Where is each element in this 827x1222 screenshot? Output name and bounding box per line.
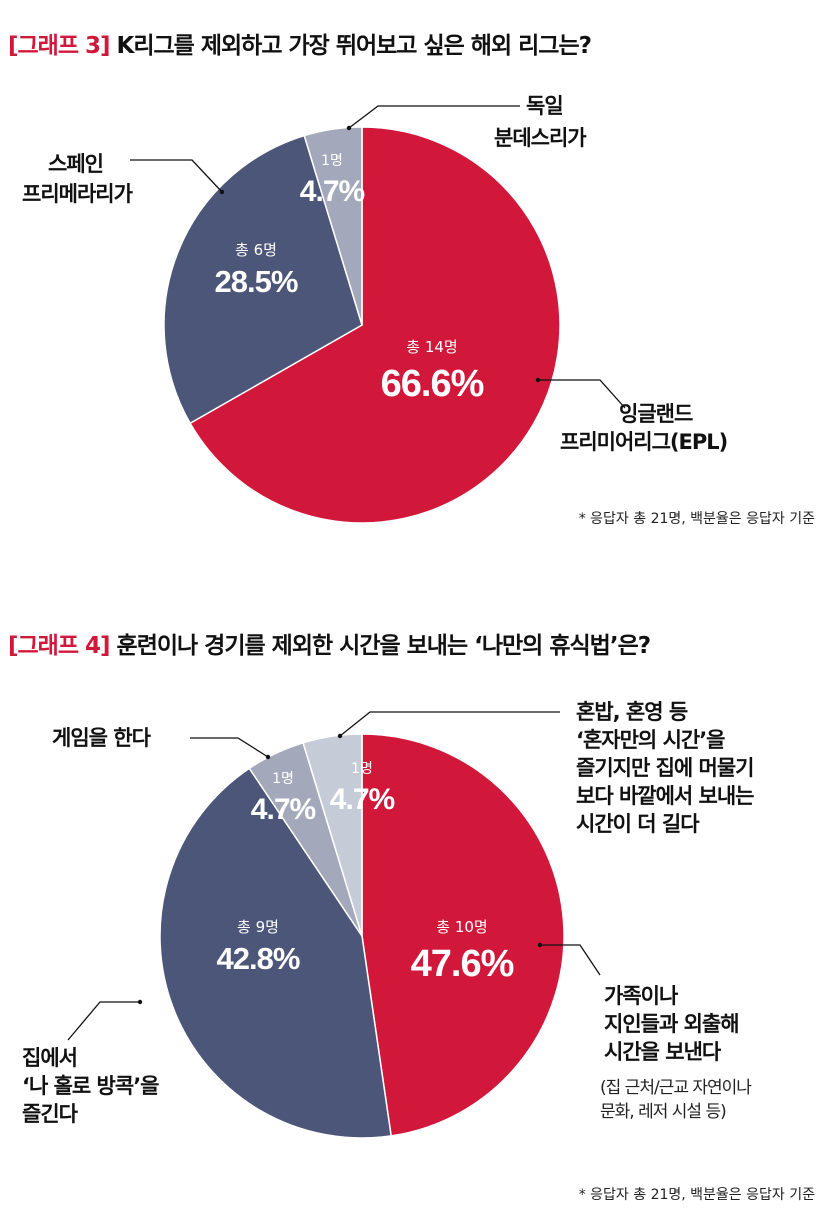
slice-percent-label: 42.8%	[217, 941, 300, 976]
slice-percent-label: 66.6%	[381, 363, 484, 405]
label-alone-line2: ‘혼자만의 시간’을	[576, 728, 726, 752]
leader-line	[190, 737, 269, 758]
slice-count-label: 1명	[351, 761, 373, 777]
chart-title-tag: [그래프 3]	[8, 33, 111, 59]
label-game: 게임을 한다	[52, 724, 151, 752]
chart-title-text: K리그를 제외하고 가장 뛰어보고 싶은 해외 리그는?	[116, 33, 592, 59]
pie-slice	[159, 767, 393, 1139]
label-germany: 독일	[526, 92, 564, 120]
leader-line	[348, 105, 520, 129]
leader-dot	[535, 377, 541, 383]
leader-line	[538, 379, 626, 409]
leader-dot	[337, 733, 343, 739]
leader-dot	[219, 189, 225, 195]
slice-count-label: 1명	[321, 153, 343, 169]
slice-count-label: 총 10명	[436, 918, 487, 936]
pie-chart: 총 14명 66.6% 총 6명 28.5% 1명 4.7%	[130, 105, 626, 524]
pie-slice	[163, 134, 363, 425]
label-germany-line1: 독일	[526, 94, 564, 118]
slice-count-label: 총 14명	[406, 338, 457, 356]
label-germany-2: 분데스리가	[494, 124, 587, 152]
chart-title: [그래프 3] K리그를 제외하고 가장 뛰어보고 싶은 해외 리그는?	[8, 26, 592, 60]
slice-count-label: 총 6명	[235, 241, 277, 259]
label-epl: 잉글랜드	[613, 400, 693, 428]
label-family-line3: 시간을 보낸다	[604, 1040, 721, 1064]
label-family-sub: (집 근처/근교 자연이나 문화, 레저 시설 등)	[600, 1076, 752, 1124]
label-home-line2: ‘나 홀로 방콕’을	[22, 1074, 159, 1098]
leader-line	[540, 944, 601, 976]
label-alone-line3: 즐기지만 집에 머물기	[576, 756, 755, 780]
label-family-line1: 가족이나	[604, 984, 678, 1008]
label-family-line2: 지인들과 외출해	[604, 1012, 740, 1036]
pie-slice	[303, 126, 363, 326]
label-epl-2: 프리미어리그(EPL)	[560, 428, 728, 456]
leader-dot	[137, 999, 143, 1005]
pie-slice	[361, 733, 565, 1137]
pie-slice	[189, 126, 561, 524]
leader-line	[130, 159, 223, 193]
leader-dot	[537, 942, 543, 948]
slice-count-label: 1명	[272, 771, 294, 787]
label-family: 가족이나 지인들과 외출해 시간을 보낸다	[604, 982, 740, 1066]
label-alone: 혼밥, 혼영 등 ‘혼자만의 시간’을 즐기지만 집에 머물기 보다 바깥에서 …	[576, 698, 755, 838]
slice-percent-label: 4.7%	[251, 793, 316, 826]
leader-line	[339, 711, 560, 737]
pie-slice	[302, 733, 363, 937]
label-germany-line2: 분데스리가	[494, 126, 587, 150]
slice-percent-label: 4.7%	[300, 175, 365, 208]
label-family-sub2: 문화, 레저 시설 등)	[600, 1102, 727, 1122]
label-spain-line1: 스페인	[48, 152, 104, 176]
label-alone-line5: 시간이 더 길다	[576, 812, 700, 836]
chart-title-tag: [그래프 4]	[8, 633, 111, 659]
chart-panel-2: [그래프 4] 훈련이나 경기를 제외한 시간을 보내는 ‘나만의 휴식법’은?…	[0, 600, 827, 1222]
label-home: 집에서 ‘나 홀로 방콕’을 즐긴다	[22, 1044, 159, 1128]
label-spain: 스페인	[48, 150, 104, 178]
chart-title: [그래프 4] 훈련이나 경기를 제외한 시간을 보내는 ‘나만의 휴식법’은?	[8, 626, 652, 660]
label-family-sub1: (집 근처/근교 자연이나	[600, 1078, 752, 1098]
chart-title-text: 훈련이나 경기를 제외한 시간을 보내는 ‘나만의 휴식법’은?	[116, 633, 652, 659]
slice-percent-label: 28.5%	[215, 264, 298, 299]
label-epl-line1: 잉글랜드	[619, 402, 693, 426]
chart-panel-1: [그래프 3] K리그를 제외하고 가장 뛰어보고 싶은 해외 리그는? 총 1…	[0, 0, 827, 600]
slice-percent-label: 4.7%	[330, 783, 395, 816]
label-alone-line4: 보다 바깥에서 보내는	[576, 784, 755, 808]
label-game-line1: 게임을 한다	[52, 726, 151, 750]
label-home-line1: 집에서	[22, 1046, 78, 1070]
leader-dot	[346, 125, 352, 131]
label-spain-2: 프리메라리가	[22, 180, 133, 208]
pie-chart: 총 10명 47.6% 총 9명 42.8% 1명 4.7% 1명 4.7%	[67, 711, 601, 1139]
leader-line	[67, 1001, 140, 1041]
label-epl-line2: 프리미어리그(EPL)	[560, 430, 728, 454]
slice-percent-label: 47.6%	[411, 943, 514, 985]
footnote: * 응답자 총 21명, 백분율은 응답자 기준	[578, 511, 815, 527]
label-alone-line1: 혼밥, 혼영 등	[576, 700, 688, 724]
footnote: * 응답자 총 21명, 백분율은 응답자 기준	[578, 1187, 815, 1203]
label-home-line3: 즐긴다	[22, 1102, 78, 1126]
slice-count-label: 총 9명	[237, 918, 279, 936]
leader-dot	[265, 754, 271, 760]
label-spain-line2: 프리메라리가	[22, 182, 133, 206]
